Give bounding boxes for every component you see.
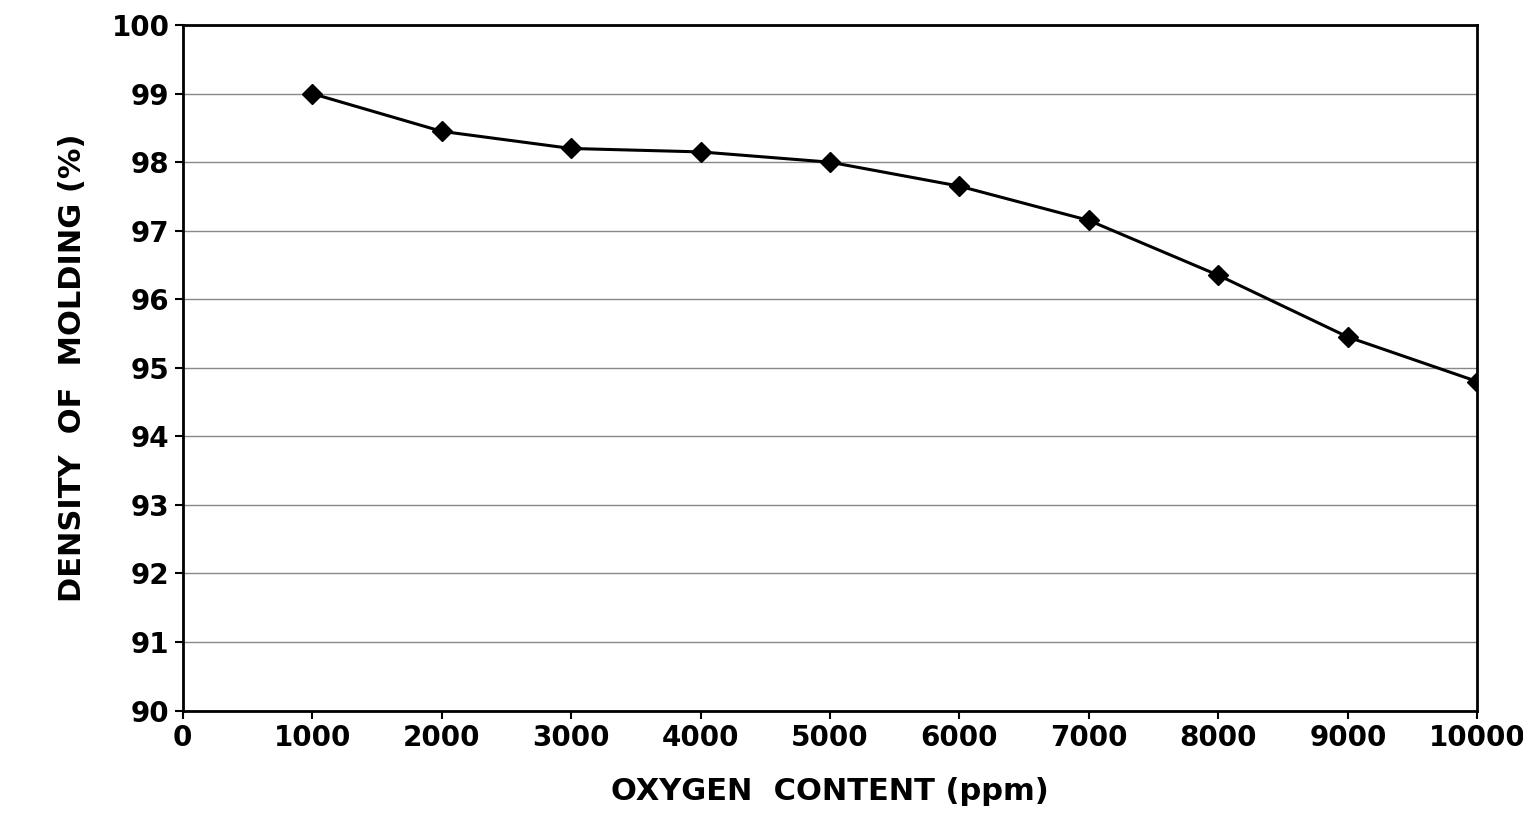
Y-axis label: DENSITY  OF  MOLDING (%): DENSITY OF MOLDING (%) (58, 134, 87, 602)
X-axis label: OXYGEN  CONTENT (ppm): OXYGEN CONTENT (ppm) (611, 777, 1049, 806)
